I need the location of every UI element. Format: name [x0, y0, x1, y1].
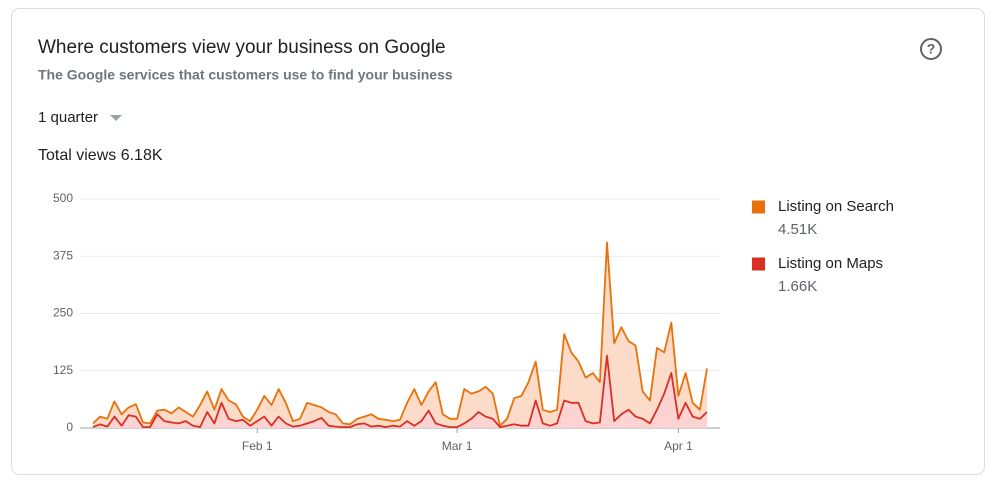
y-tick-label: 375: [53, 248, 73, 262]
x-tick-label: Mar 1: [442, 439, 473, 453]
total-views: Total views 6.18K: [38, 147, 163, 164]
legend-label: Listing on Maps: [778, 255, 883, 272]
help-icon[interactable]: [920, 38, 942, 60]
card-border: [11, 8, 985, 475]
help-mark[interactable]: ?: [927, 41, 936, 57]
y-tick-label: 0: [66, 420, 73, 434]
legend-total: 4.51K: [778, 221, 817, 238]
dropdown-arrow[interactable]: [110, 115, 122, 121]
y-tick-label: 125: [53, 363, 73, 377]
legend-swatch: [752, 257, 765, 271]
card-title: Where customers view your business on Go…: [38, 37, 446, 58]
legend-label: Listing on Search: [778, 198, 894, 215]
y-tick-label: 250: [53, 306, 73, 320]
card-subtitle: The Google services that customers use t…: [38, 67, 453, 83]
legend-swatch: [752, 200, 765, 214]
period-label[interactable]: 1 quarter: [38, 109, 98, 126]
series-line: [92, 354, 708, 428]
period-dropdown[interactable]: 1 quarter: [38, 109, 122, 126]
legend-total: 1.66K: [778, 278, 817, 295]
x-tick-label: Apr 1: [664, 439, 693, 453]
help-button[interactable]: ?: [920, 38, 942, 60]
series-line: [92, 241, 708, 427]
y-tick-label: 500: [53, 191, 73, 205]
x-tick-label: Feb 1: [242, 439, 273, 453]
area-fill: [93, 242, 707, 428]
